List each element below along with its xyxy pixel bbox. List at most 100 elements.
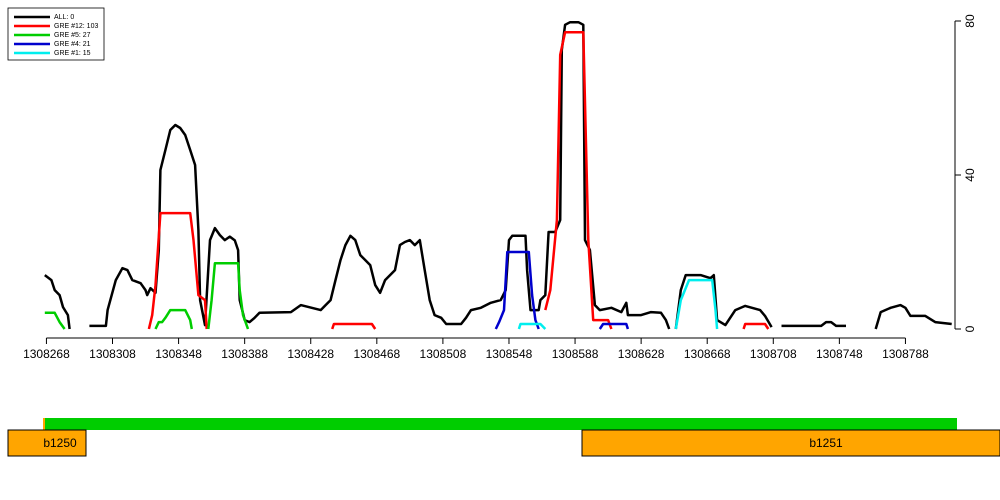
sequence-base — [531, 418, 533, 430]
sequence-base — [683, 418, 685, 430]
sequence-base — [381, 418, 383, 430]
sequence-base — [185, 418, 187, 430]
x-tick-label: 1308748 — [816, 347, 863, 361]
sequence-base — [427, 418, 429, 430]
sequence-base — [369, 418, 371, 430]
sequence-base — [505, 418, 507, 430]
sequence-base — [283, 418, 285, 430]
sequence-base — [395, 418, 397, 430]
sequence-base — [229, 418, 231, 430]
sequence-base — [193, 418, 195, 430]
sequence-base — [325, 418, 327, 430]
sequence-base — [873, 418, 875, 430]
sequence-base — [159, 418, 161, 430]
sequence-base — [413, 418, 415, 430]
sequence-base — [241, 418, 243, 430]
sequence-base — [843, 418, 845, 430]
sequence-base — [251, 418, 253, 430]
sequence-base — [439, 418, 441, 430]
sequence-base — [823, 418, 825, 430]
sequence-base — [167, 418, 169, 430]
sequence-base — [689, 418, 691, 430]
x-tick-label: 1308428 — [287, 347, 334, 361]
sequence-base — [217, 418, 219, 430]
sequence-base — [949, 418, 951, 430]
sequence-base — [525, 418, 527, 430]
gene-label: b1251 — [809, 436, 843, 450]
sequence-base — [703, 418, 705, 430]
y-tick-label: 40 — [963, 168, 977, 182]
sequence-base — [921, 418, 923, 430]
sequence-base — [211, 418, 213, 430]
sequence-base — [197, 418, 199, 430]
sequence-base — [791, 418, 793, 430]
sequence-base — [279, 418, 281, 430]
sequence-base — [835, 418, 837, 430]
sequence-base — [189, 418, 191, 430]
sequence-base — [923, 418, 925, 430]
sequence-base — [173, 418, 175, 430]
sequence-base — [463, 418, 465, 430]
sequence-base — [591, 418, 593, 430]
sequence-base — [513, 418, 515, 430]
sequence-base — [127, 418, 129, 430]
sequence-base — [751, 418, 753, 430]
sequence-base — [763, 418, 765, 430]
sequence-base — [175, 418, 177, 430]
sequence-base — [493, 418, 495, 430]
sequence-base — [939, 418, 941, 430]
sequence-base — [359, 418, 361, 430]
sequence-base — [633, 418, 635, 430]
sequence-base — [281, 418, 283, 430]
sequence-base — [273, 418, 275, 430]
sequence-base — [701, 418, 703, 430]
sequence-base — [673, 418, 675, 430]
sequence-base — [787, 418, 789, 430]
sequence-base — [891, 418, 893, 430]
sequence-base — [113, 418, 115, 430]
sequence-base — [415, 418, 417, 430]
sequence-base — [289, 418, 291, 430]
sequence-base — [723, 418, 725, 430]
sequence-base — [245, 418, 247, 430]
sequence-base — [557, 418, 559, 430]
sequence-base — [411, 418, 413, 430]
sequence-base — [221, 418, 223, 430]
sequence-base — [161, 418, 163, 430]
x-tick-label: 1308708 — [750, 347, 797, 361]
sequence-base — [839, 418, 841, 430]
sequence-base — [705, 418, 707, 430]
sequence-base — [867, 418, 869, 430]
sequence-base — [797, 418, 799, 430]
sequence-base — [915, 418, 917, 430]
x-tick-label: 1308788 — [882, 347, 929, 361]
sequence-base — [549, 418, 551, 430]
sequence-base — [445, 418, 447, 430]
sequence-base — [323, 418, 325, 430]
sequence-base — [335, 418, 337, 430]
x-tick-label: 1308548 — [486, 347, 533, 361]
sequence-base — [45, 418, 47, 430]
sequence-base — [263, 418, 265, 430]
sequence-base — [75, 418, 77, 430]
sequence-base — [747, 418, 749, 430]
sequence-base — [253, 418, 255, 430]
sequence-base — [773, 418, 775, 430]
sequence-base — [519, 418, 521, 430]
sequence-base — [931, 418, 933, 430]
series-line — [44, 20, 952, 330]
sequence-base — [851, 418, 853, 430]
sequence-base — [321, 418, 323, 430]
sequence-base — [745, 418, 747, 430]
sequence-base — [685, 418, 687, 430]
sequence-base — [677, 418, 679, 430]
series-line — [517, 278, 719, 330]
sequence-base — [477, 418, 479, 430]
sequence-base — [635, 418, 637, 430]
sequence-base — [809, 418, 811, 430]
sequence-base — [99, 418, 101, 430]
sequence-base — [933, 418, 935, 430]
sequence-base — [761, 418, 763, 430]
sequence-base — [571, 418, 573, 430]
sequence-base — [901, 418, 903, 430]
